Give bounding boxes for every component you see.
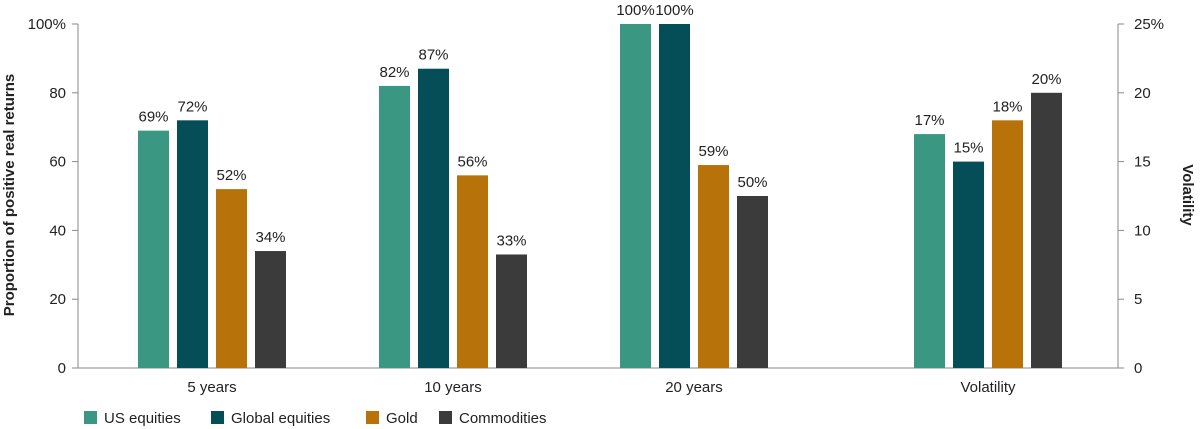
data-label: 56%	[457, 153, 487, 170]
bar	[418, 68, 449, 368]
category-label: 5 years	[187, 379, 236, 396]
left-tick-label: 80	[49, 85, 66, 102]
left-axis: 0 20 40 60 80 100%	[28, 16, 79, 377]
right-axis: 0 5 10 15 20 25%	[1117, 16, 1164, 377]
right-tick-label: 5	[1134, 291, 1142, 308]
bars	[138, 24, 1062, 369]
data-label: 69%	[138, 109, 168, 126]
data-label: 100%	[655, 2, 693, 19]
category-label: 20 years	[665, 379, 723, 396]
category-label: 10 years	[424, 379, 482, 396]
bar	[496, 254, 527, 368]
legend-swatch	[211, 411, 224, 424]
left-axis-title: Proportion of positive real returns	[1, 74, 18, 317]
bar	[138, 130, 169, 368]
data-label: 34%	[255, 229, 285, 246]
bar	[457, 175, 488, 368]
left-tick-label: 0	[58, 360, 66, 377]
category-labels: 5 years 10 years 20 years Volatility	[187, 379, 1016, 396]
right-tick-label: 20	[1134, 85, 1151, 102]
data-label: 50%	[737, 174, 767, 191]
bar	[914, 134, 945, 368]
legend-swatch	[84, 411, 97, 424]
data-label: 59%	[698, 143, 728, 160]
bar	[737, 196, 768, 368]
legend-swatch	[439, 411, 452, 424]
left-tick-label: 20	[49, 291, 66, 308]
bar	[177, 120, 208, 368]
right-axis-title: Volatility	[1179, 164, 1196, 226]
data-label: 100%	[616, 2, 654, 19]
bar	[1031, 92, 1062, 369]
category-label: Volatility	[960, 379, 1016, 396]
data-labels: 69% 72% 52% 34% 82% 87% 56% 33% 100% 100% 59% 50% 17…	[138, 2, 1061, 249]
legend-label: Commodities	[459, 410, 547, 427]
legend-label: Global equities	[231, 410, 330, 427]
data-label: 15%	[953, 140, 983, 157]
legend-label: US equities	[104, 410, 181, 427]
bar	[953, 161, 984, 368]
bar	[216, 189, 247, 368]
bar	[620, 24, 651, 368]
left-tick-label: 40	[49, 222, 66, 239]
left-tick-label: 100%	[28, 16, 66, 33]
legend-label: Gold	[386, 410, 418, 427]
right-tick-label: 25%	[1134, 16, 1164, 33]
right-tick-label: 15	[1134, 154, 1151, 171]
data-label: 33%	[496, 232, 526, 249]
right-tick-label: 0	[1134, 360, 1142, 377]
left-tick-label: 60	[49, 154, 66, 171]
data-label: 17%	[914, 112, 944, 129]
bar	[659, 24, 690, 368]
bar	[379, 85, 410, 369]
data-label: 82%	[379, 64, 409, 81]
bar	[255, 251, 286, 368]
data-label: 20%	[1031, 71, 1061, 88]
legend-swatch	[366, 411, 379, 424]
legend: US equities Global equities Gold Commoditie…	[84, 410, 547, 427]
data-label: 18%	[992, 98, 1022, 115]
data-label: 87%	[418, 47, 448, 64]
right-tick-label: 10	[1134, 222, 1151, 239]
bar	[698, 165, 729, 368]
bar	[992, 120, 1023, 368]
data-label: 72%	[177, 98, 207, 115]
data-label: 52%	[216, 167, 246, 184]
